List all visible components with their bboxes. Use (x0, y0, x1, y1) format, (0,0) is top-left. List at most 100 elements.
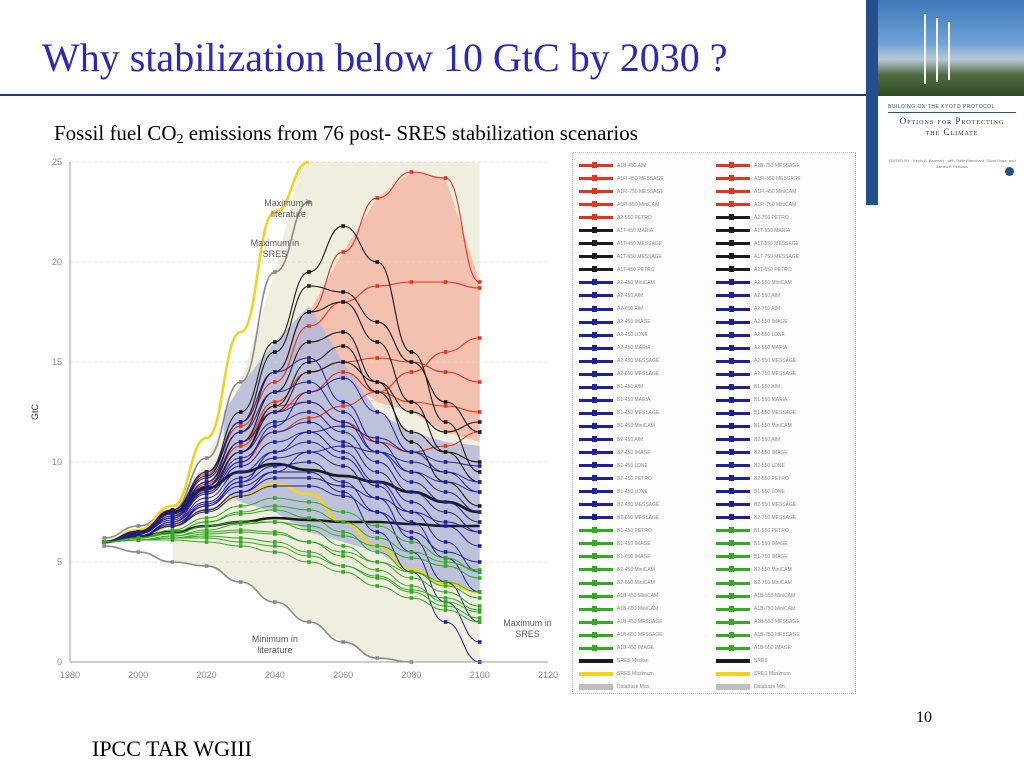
data-point (443, 500, 448, 504)
data-point (477, 568, 482, 572)
data-point (204, 474, 209, 478)
legend-swatch (716, 240, 750, 247)
data-point (341, 444, 345, 448)
legend-item: A1T-550 MESSAGE (716, 237, 849, 250)
data-point (273, 544, 277, 548)
data-point (477, 490, 482, 494)
data-point (443, 350, 448, 354)
data-point (375, 356, 380, 360)
data-point (307, 500, 311, 504)
data-point (204, 490, 209, 494)
data-point (375, 436, 380, 440)
series-line (104, 225, 480, 543)
legend-swatch (716, 579, 750, 586)
legend-item: A1T-450 MARIA (579, 224, 712, 237)
data-point (307, 410, 311, 414)
data-point (375, 284, 380, 288)
data-point (477, 410, 482, 414)
legend-item: A1T-750 MESSAGE (716, 250, 849, 263)
data-point (409, 430, 414, 434)
data-point (204, 516, 209, 520)
data-point (375, 496, 380, 500)
legend-swatch (716, 383, 750, 390)
data-point (477, 380, 482, 384)
data-point (170, 532, 175, 536)
legend-label: B2-450 AIM (617, 436, 644, 443)
data-point (443, 280, 448, 284)
data-point (204, 482, 209, 486)
data-point (307, 470, 311, 474)
data-point (238, 530, 243, 534)
legend-item: A1B-750 MESSAGE (716, 629, 849, 642)
data-point (238, 444, 243, 448)
legend-label: B1-550 IMAGE (754, 540, 788, 547)
legend-label: A1FI-550 MiniCAM (617, 201, 660, 208)
legend-item: A1FI-550 MESSAGE (716, 172, 849, 185)
data-point (477, 576, 482, 580)
data-point (375, 340, 380, 344)
data-point (204, 510, 209, 514)
legend-swatch (579, 475, 613, 482)
data-point (238, 528, 243, 532)
data-point (477, 510, 482, 514)
annotation-line: literature (271, 209, 306, 219)
legend-item: A1B-450 MESSAGE (579, 616, 712, 629)
subtitle-subscript: 2 (176, 132, 184, 147)
data-point (443, 540, 448, 544)
legend-swatch (716, 318, 750, 325)
data-point (341, 424, 345, 428)
data-point (204, 508, 209, 512)
data-point (375, 576, 380, 580)
data-point (204, 564, 209, 568)
series-line (104, 497, 480, 573)
legend-label: SRES (754, 658, 768, 665)
legend-item: A2-750 AIM (716, 303, 849, 316)
book-spine (866, 0, 878, 205)
data-point (375, 560, 380, 564)
legend-item: A2-550 PETRO (579, 211, 712, 224)
data-point (477, 544, 482, 548)
legend-swatch (579, 188, 613, 195)
legend-swatch (579, 214, 613, 221)
legend-item: A1B-550 MiniCAM (716, 590, 849, 603)
legend-swatch (716, 305, 750, 312)
legend-swatch (716, 279, 750, 286)
legend-swatch (579, 318, 613, 325)
data-point (443, 608, 448, 612)
data-point (273, 410, 277, 414)
legend-item: B2-650 MiniCAM (579, 577, 712, 590)
data-point (238, 430, 243, 434)
data-point (307, 516, 311, 520)
legend-swatch (716, 631, 750, 638)
legend-swatch (579, 514, 613, 521)
data-point (273, 440, 277, 444)
data-point (477, 336, 482, 340)
data-point (307, 200, 311, 204)
legend-label: A2-450 LDNE (617, 332, 648, 339)
data-point (136, 538, 141, 542)
data-point (273, 404, 277, 408)
data-point (204, 520, 209, 524)
legend-item: SRES Median (579, 655, 712, 668)
subtitle-rest: emissions from 76 post- SRES stabilizati… (183, 121, 638, 145)
data-point (170, 530, 175, 534)
data-point (204, 530, 209, 534)
data-point (375, 656, 380, 660)
y-tick-label: 0 (57, 657, 62, 667)
legend-swatch (579, 644, 613, 651)
data-point (307, 400, 311, 404)
data-point (443, 556, 448, 560)
legend-swatch (716, 449, 750, 456)
data-point (170, 536, 175, 540)
data-point (204, 472, 209, 476)
legend-label: A2-550 MESSAGE (754, 358, 797, 365)
data-point (170, 528, 175, 532)
data-point (238, 540, 243, 544)
data-point (477, 570, 482, 574)
data-point (273, 600, 277, 604)
data-point (409, 500, 414, 504)
data-point (204, 480, 209, 484)
data-point (273, 400, 277, 404)
data-point (409, 520, 414, 524)
